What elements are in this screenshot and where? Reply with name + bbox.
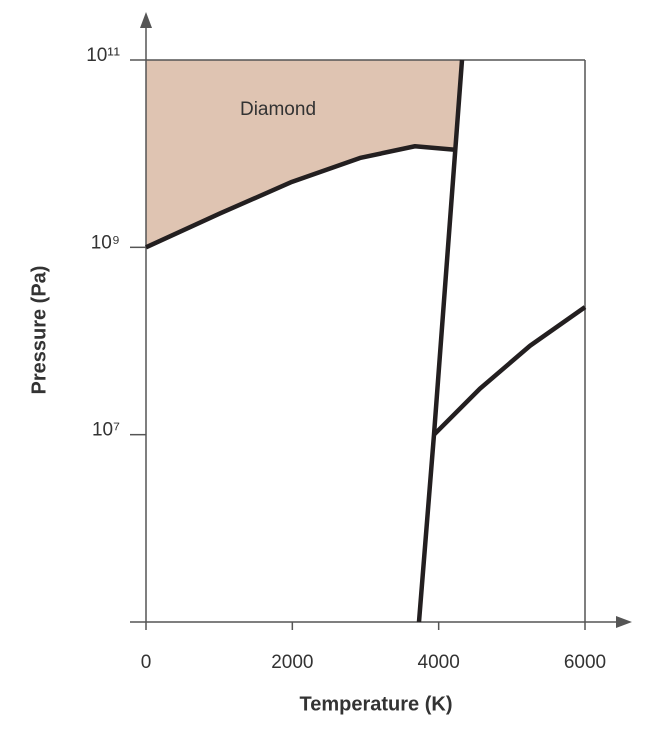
x-tick-label: 0 bbox=[141, 652, 152, 673]
x-axis-arrow bbox=[616, 616, 632, 628]
y-tick-label: 10⁹ bbox=[91, 232, 120, 253]
phase-boundary bbox=[145, 144, 456, 250]
phase-boundary bbox=[432, 305, 587, 437]
diamond-region bbox=[146, 60, 463, 248]
y-axis-title: Pressure (Pa) bbox=[28, 266, 50, 395]
x-tick-label: 2000 bbox=[271, 652, 313, 673]
region-label: Diamond bbox=[240, 99, 316, 120]
x-tick-label: 6000 bbox=[564, 652, 606, 673]
y-axis-arrow bbox=[140, 12, 152, 28]
x-axis-title: Temperature (K) bbox=[300, 693, 453, 715]
phase-boundary bbox=[416, 59, 465, 623]
y-tick-label: 10⁷ bbox=[92, 420, 120, 441]
y-tick-label: 10¹¹ bbox=[86, 45, 120, 66]
x-tick-label: 4000 bbox=[418, 652, 460, 673]
